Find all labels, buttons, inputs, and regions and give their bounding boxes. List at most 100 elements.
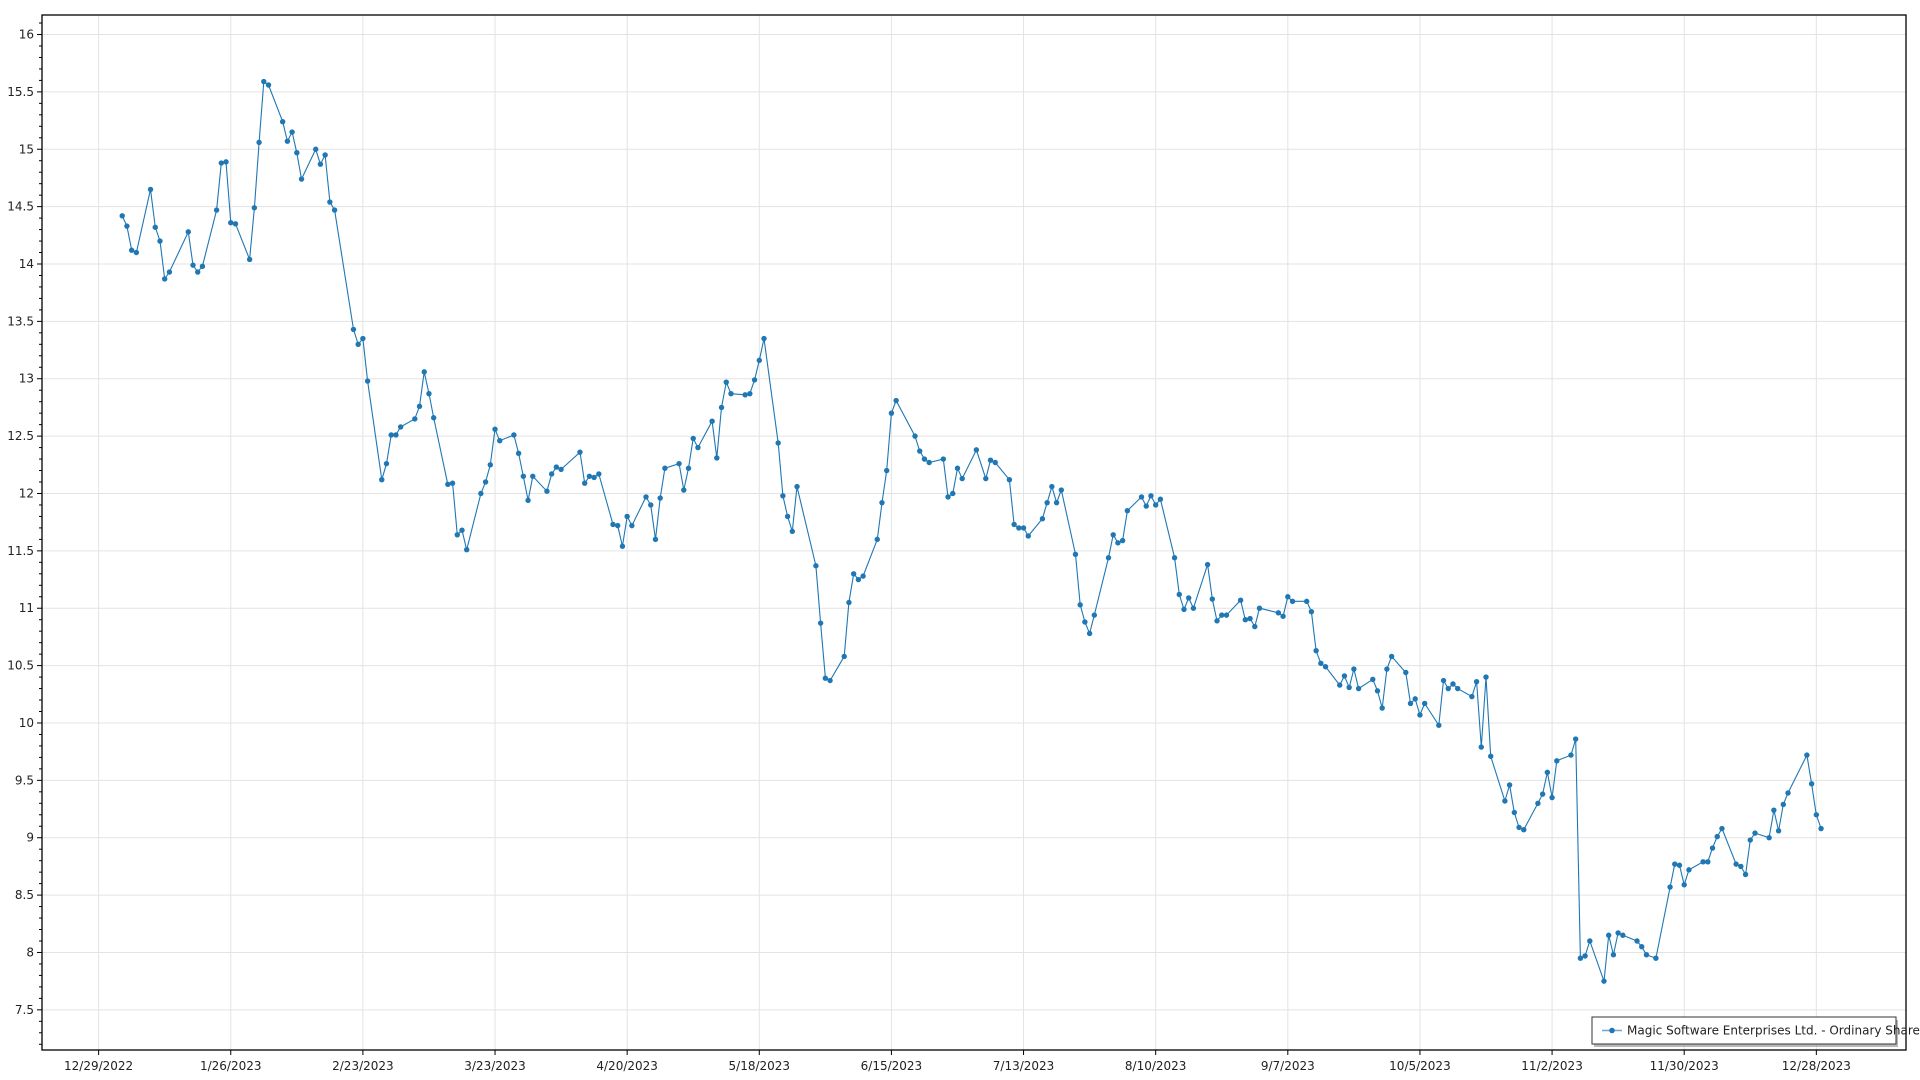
data-point — [1105, 555, 1112, 561]
data-point — [1209, 596, 1216, 602]
data-point — [1502, 798, 1508, 804]
x-tick-label: 6/15/2023 — [861, 1059, 923, 1073]
data-point — [525, 497, 531, 504]
data-point — [813, 563, 819, 569]
data-point — [841, 653, 847, 660]
data-point — [157, 238, 163, 244]
data-point — [718, 404, 725, 411]
data-point — [416, 403, 423, 409]
data-point — [1242, 617, 1249, 623]
data-point — [1138, 494, 1145, 500]
data-point — [860, 573, 866, 579]
y-tick-label: 12 — [19, 486, 34, 500]
data-point — [478, 490, 484, 497]
data-point — [1705, 859, 1711, 865]
data-point — [1775, 828, 1782, 834]
data-point — [1011, 521, 1017, 528]
data-point — [1440, 677, 1447, 684]
data-point — [610, 521, 616, 528]
data-point — [1308, 608, 1315, 615]
data-point — [676, 460, 682, 467]
data-point — [652, 536, 659, 543]
data-point — [1733, 861, 1739, 867]
data-point — [251, 205, 258, 211]
data-point — [992, 459, 998, 466]
y-tick-label: 12.5 — [7, 429, 34, 443]
data-point — [850, 571, 857, 577]
plot-area-frame — [41, 14, 1907, 1051]
data-point — [1808, 781, 1815, 787]
data-point — [355, 341, 361, 348]
data-point — [1667, 884, 1673, 890]
data-point — [657, 495, 663, 501]
data-point — [1322, 664, 1329, 670]
y-tick-label: 10.5 — [7, 659, 34, 673]
data-point — [987, 457, 994, 463]
data-point — [1082, 619, 1088, 625]
data-point — [747, 390, 753, 397]
data-point — [1044, 499, 1050, 506]
data-point — [926, 459, 932, 466]
data-point — [1747, 837, 1753, 843]
data-point — [648, 502, 654, 508]
data-point — [1752, 830, 1758, 836]
series-layer — [119, 78, 1824, 984]
data-point — [152, 224, 158, 230]
data-point — [1506, 782, 1513, 788]
data-point — [1421, 700, 1428, 707]
data-point — [1039, 516, 1046, 522]
data-point — [548, 471, 555, 477]
data-point — [827, 677, 833, 684]
data-point — [1374, 688, 1381, 694]
data-point — [350, 326, 357, 333]
data-point — [1223, 612, 1230, 618]
data-point — [426, 390, 432, 397]
data-point — [1379, 705, 1385, 711]
data-point — [388, 432, 394, 438]
data-point — [1643, 952, 1650, 958]
data-point — [1370, 676, 1376, 683]
data-point — [185, 229, 191, 235]
data-point — [1577, 955, 1584, 961]
data-point — [883, 467, 890, 474]
data-point — [497, 438, 503, 444]
data-point — [317, 161, 324, 167]
data-point — [459, 527, 465, 533]
x-tick-label: 12/28/2023 — [1782, 1059, 1851, 1073]
data-point — [464, 547, 470, 553]
data-point — [1407, 700, 1414, 707]
data-point — [1204, 561, 1211, 568]
y-tick-label: 8 — [26, 945, 34, 959]
data-point — [232, 221, 239, 227]
data-point — [1473, 678, 1480, 685]
data-point — [454, 532, 460, 538]
data-point — [1346, 684, 1352, 691]
data-point — [950, 490, 956, 497]
data-point — [954, 465, 961, 471]
data-point — [313, 146, 319, 152]
data-point — [1119, 537, 1126, 544]
data-point — [284, 138, 291, 144]
y-tick-label: 14 — [19, 257, 34, 271]
x-tick-label: 8/10/2023 — [1125, 1059, 1187, 1073]
data-point — [581, 480, 588, 486]
data-point — [1483, 674, 1489, 680]
data-point — [190, 262, 196, 268]
data-point — [1237, 597, 1244, 603]
data-point — [1804, 752, 1810, 758]
data-point — [615, 522, 621, 529]
data-point — [1388, 653, 1395, 660]
data-point — [1115, 540, 1121, 546]
data-point — [515, 450, 522, 457]
x-axis: 12/29/2022 1/26/2023 2/23/2023 3/23/2023 4/2… — [64, 1050, 1851, 1073]
data-point — [1714, 833, 1720, 840]
data-point — [1152, 502, 1159, 508]
data-point — [1478, 744, 1484, 750]
y-tick-label: 9 — [26, 831, 34, 845]
data-point — [327, 199, 333, 205]
data-point — [917, 448, 923, 454]
data-point — [1016, 525, 1022, 531]
data-point — [412, 416, 418, 422]
data-point — [246, 256, 253, 263]
data-point — [1454, 685, 1461, 692]
